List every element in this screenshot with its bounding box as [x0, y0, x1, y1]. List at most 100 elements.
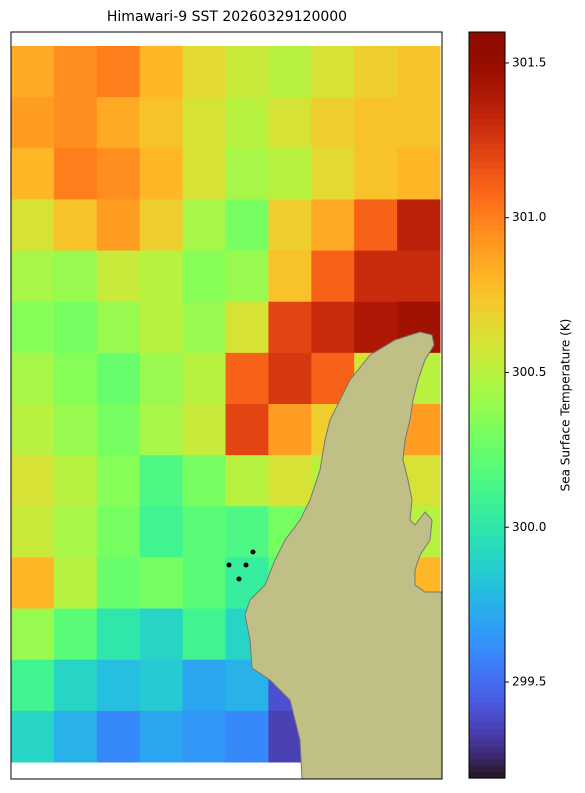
colorbar-swatch — [469, 597, 505, 605]
sst-cell — [225, 97, 269, 149]
colorbar-swatch — [469, 392, 505, 400]
sst-cell — [182, 97, 226, 149]
colorbar-swatch — [469, 684, 505, 692]
sst-cell — [182, 148, 226, 200]
colorbar-swatch — [469, 591, 505, 599]
colorbar-swatch — [469, 280, 505, 288]
colorbar-swatch — [469, 485, 505, 493]
sst-cell — [139, 46, 184, 98]
colorbar-swatch — [469, 156, 505, 164]
station — [226, 562, 232, 568]
sst-cell — [225, 710, 269, 763]
sst-cell — [182, 250, 226, 303]
colorbar-swatch — [469, 324, 505, 331]
colorbar-swatch — [469, 94, 505, 101]
colorbar-label: Sea Surface Temperature (K) — [559, 319, 573, 492]
sst-cell — [354, 199, 398, 252]
sst-cell — [182, 659, 226, 712]
colorbar-swatch — [469, 547, 505, 555]
sst-cell — [311, 301, 355, 354]
colorbar-swatch — [469, 423, 505, 431]
sst-cell — [225, 250, 269, 303]
colorbar-swatch — [469, 168, 505, 176]
colorbar-swatch — [469, 460, 505, 468]
sst-cell — [53, 250, 98, 303]
sst-cell — [182, 710, 226, 763]
colorbar-swatch — [469, 765, 505, 773]
sst-cell — [139, 710, 184, 763]
sst-cell — [139, 97, 184, 149]
sst-cell — [268, 250, 312, 303]
colorbar-swatch — [469, 566, 505, 574]
sst-cell — [268, 199, 312, 252]
sst-cell — [139, 608, 184, 661]
colorbar-swatch — [469, 616, 505, 624]
colorbar-swatch — [469, 535, 505, 543]
sst-cell — [268, 404, 312, 456]
colorbar-swatch — [469, 398, 505, 406]
sst-cell — [354, 46, 398, 98]
sst-cell — [182, 199, 226, 252]
colorbar-swatch — [469, 448, 505, 456]
sst-cell — [182, 352, 226, 405]
colorbar-tick-label: 301.0 — [512, 210, 546, 224]
colorbar-swatch — [469, 678, 505, 686]
sst-cell — [139, 455, 184, 507]
colorbar-swatch — [469, 317, 505, 325]
colorbar-tick-label: 300.5 — [512, 365, 546, 379]
colorbar-swatch — [469, 237, 505, 244]
colorbar-swatch — [469, 529, 505, 537]
colorbar-swatch — [469, 722, 505, 729]
sst-cell — [96, 404, 141, 456]
colorbar-swatch — [469, 112, 505, 120]
colorbar-swatch — [469, 336, 505, 344]
colorbar-swatch — [469, 206, 505, 213]
sst-cell — [53, 301, 98, 354]
colorbar-swatch — [469, 193, 505, 201]
sst-cell — [11, 148, 55, 200]
sst-cell — [139, 557, 184, 610]
station — [250, 549, 256, 555]
colorbar-swatch — [469, 380, 505, 387]
sst-cell — [53, 506, 98, 558]
station — [236, 576, 242, 582]
colorbar-swatch — [469, 740, 505, 748]
colorbar-swatch — [469, 311, 505, 319]
sst-cell — [53, 148, 98, 200]
sst-cell — [354, 250, 398, 303]
colorbar-swatch — [469, 75, 505, 83]
colorbar-swatch — [469, 218, 505, 226]
sst-cell — [225, 404, 269, 456]
sst-cell — [139, 352, 184, 405]
sst-cell — [397, 97, 441, 149]
sst-cell — [139, 301, 184, 354]
colorbar-swatch — [469, 212, 505, 220]
sst-cell — [11, 301, 55, 354]
colorbar-swatch — [469, 243, 505, 251]
colorbar-swatch — [469, 585, 505, 593]
colorbar-swatch — [469, 498, 505, 506]
sst-cell — [53, 608, 98, 661]
sst-cell — [182, 608, 226, 661]
colorbar-swatch — [469, 286, 505, 294]
colorbar-swatch — [469, 63, 505, 70]
colorbar-swatch — [469, 641, 505, 649]
sst-cell — [53, 659, 98, 712]
colorbar-swatch — [469, 697, 505, 704]
colorbar-swatch — [469, 610, 505, 617]
colorbar-swatch — [469, 429, 505, 437]
colorbar-swatch — [469, 454, 505, 462]
sst-cell — [268, 148, 312, 200]
sst-cell — [96, 506, 141, 558]
sst-cell — [182, 557, 226, 610]
sst-cell — [225, 301, 269, 354]
sst-cell — [354, 148, 398, 200]
sst-cell — [96, 608, 141, 661]
colorbar-swatch — [469, 274, 505, 282]
sst-cell — [268, 352, 312, 405]
colorbar-swatch — [469, 87, 505, 95]
sst-cell — [96, 352, 141, 405]
colorbar-swatch — [469, 690, 505, 698]
sst-cell — [11, 404, 55, 456]
sst-cell — [311, 250, 355, 303]
